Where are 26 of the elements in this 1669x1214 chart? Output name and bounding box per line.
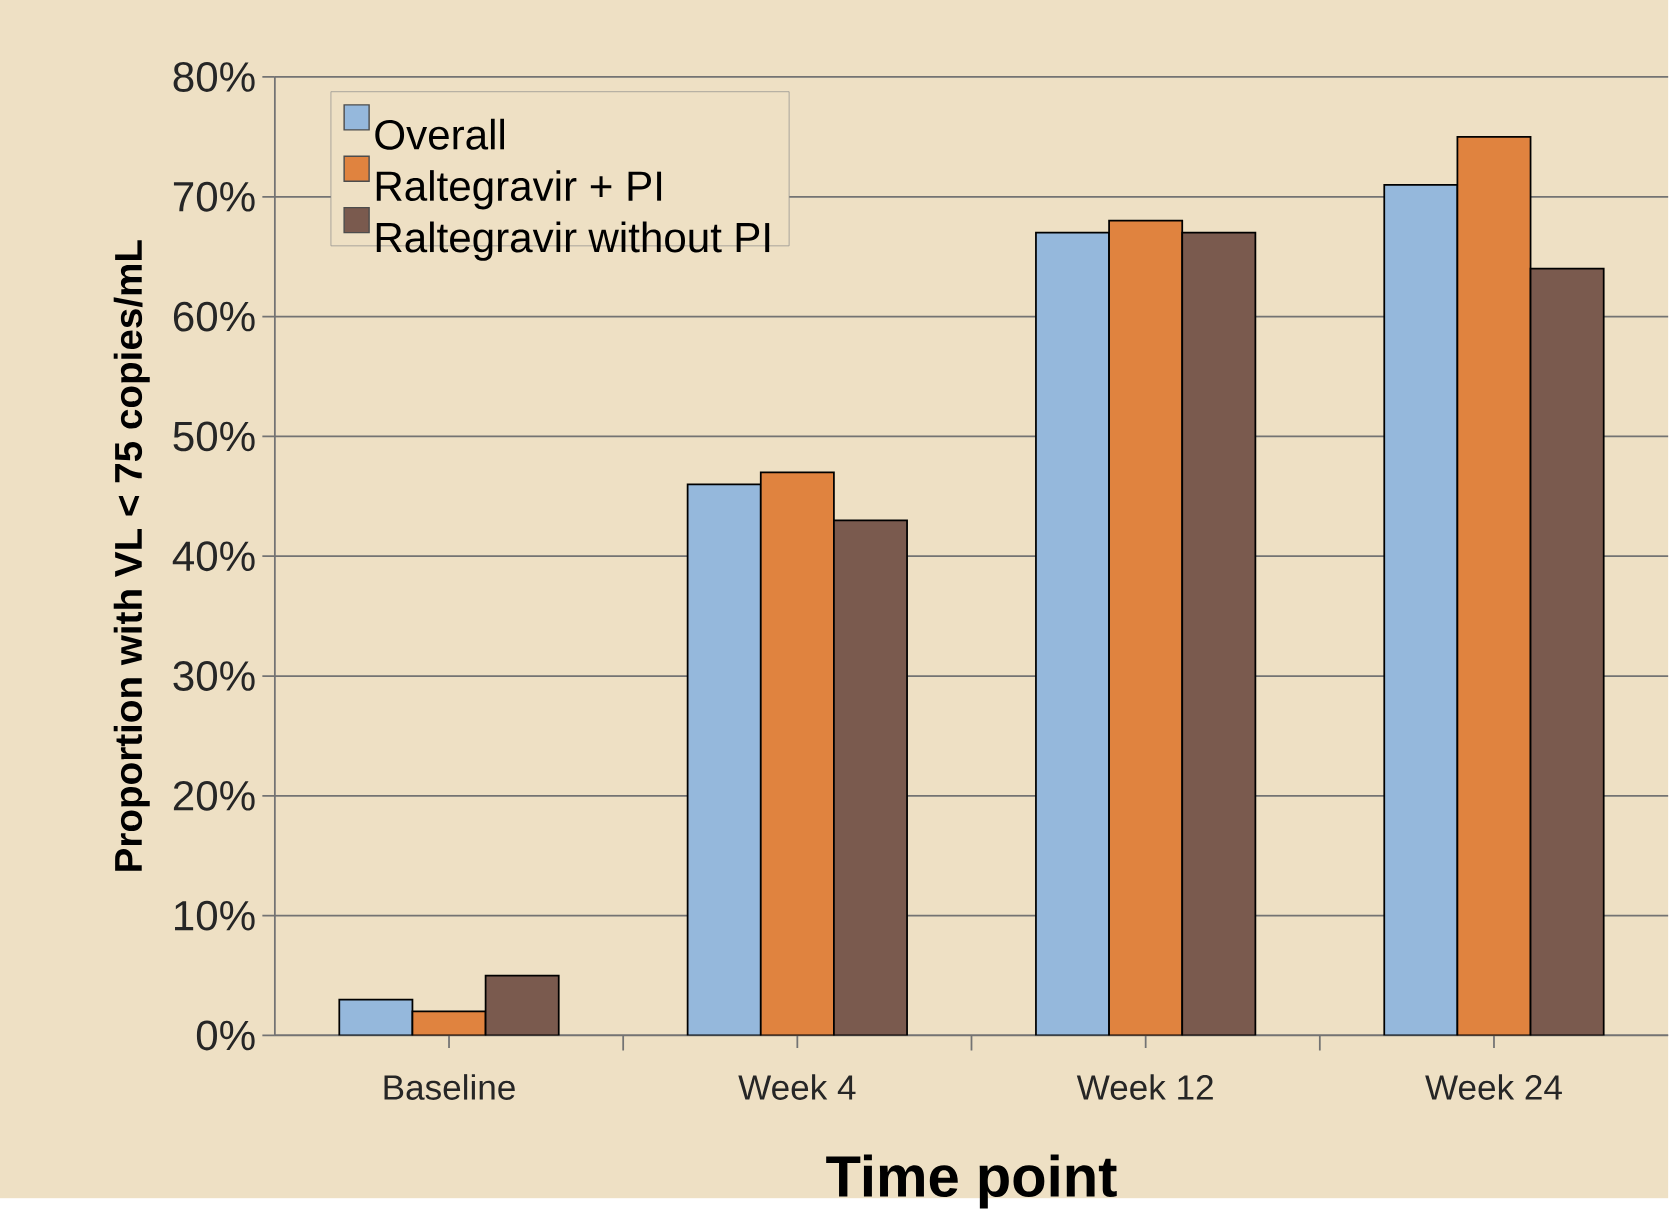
y-tick-label: 40% [172, 541, 255, 571]
bar [1181, 231, 1257, 1036]
y-tick-label: 70% [173, 181, 255, 212]
bar [686, 483, 762, 1036]
bar [1383, 183, 1459, 1036]
x-tick-label: Baseline [384, 1073, 515, 1100]
bar [1529, 267, 1605, 1036]
x-axis-title: Time point [826, 1154, 1117, 1209]
x-tick-label: Week 4 [738, 1073, 856, 1100]
y-tick-label: 50% [173, 421, 255, 452]
y-tick-label: 30% [173, 660, 255, 691]
y-tick-label: 20% [173, 780, 255, 811]
y-axis-title: Proportion with VL < 75 copies/mL [113, 239, 150, 871]
x-tick-label: Week 12 [1076, 1073, 1213, 1100]
y-tick-label: 60% [173, 301, 255, 332]
legend-label: Overall [375, 118, 505, 150]
bar [484, 974, 560, 1036]
legend-label: Raltegravir without PI [376, 221, 770, 261]
y-tick-label: 80% [173, 61, 255, 92]
y-tick-label: 0% [196, 1020, 255, 1051]
legend-label: Raltegravir + PI [376, 169, 662, 210]
x-tick-label: Week 24 [1425, 1073, 1562, 1100]
bar [1035, 231, 1110, 1036]
bar [338, 998, 414, 1036]
y-tick-label: 10% [175, 900, 255, 931]
bar [833, 519, 908, 1036]
